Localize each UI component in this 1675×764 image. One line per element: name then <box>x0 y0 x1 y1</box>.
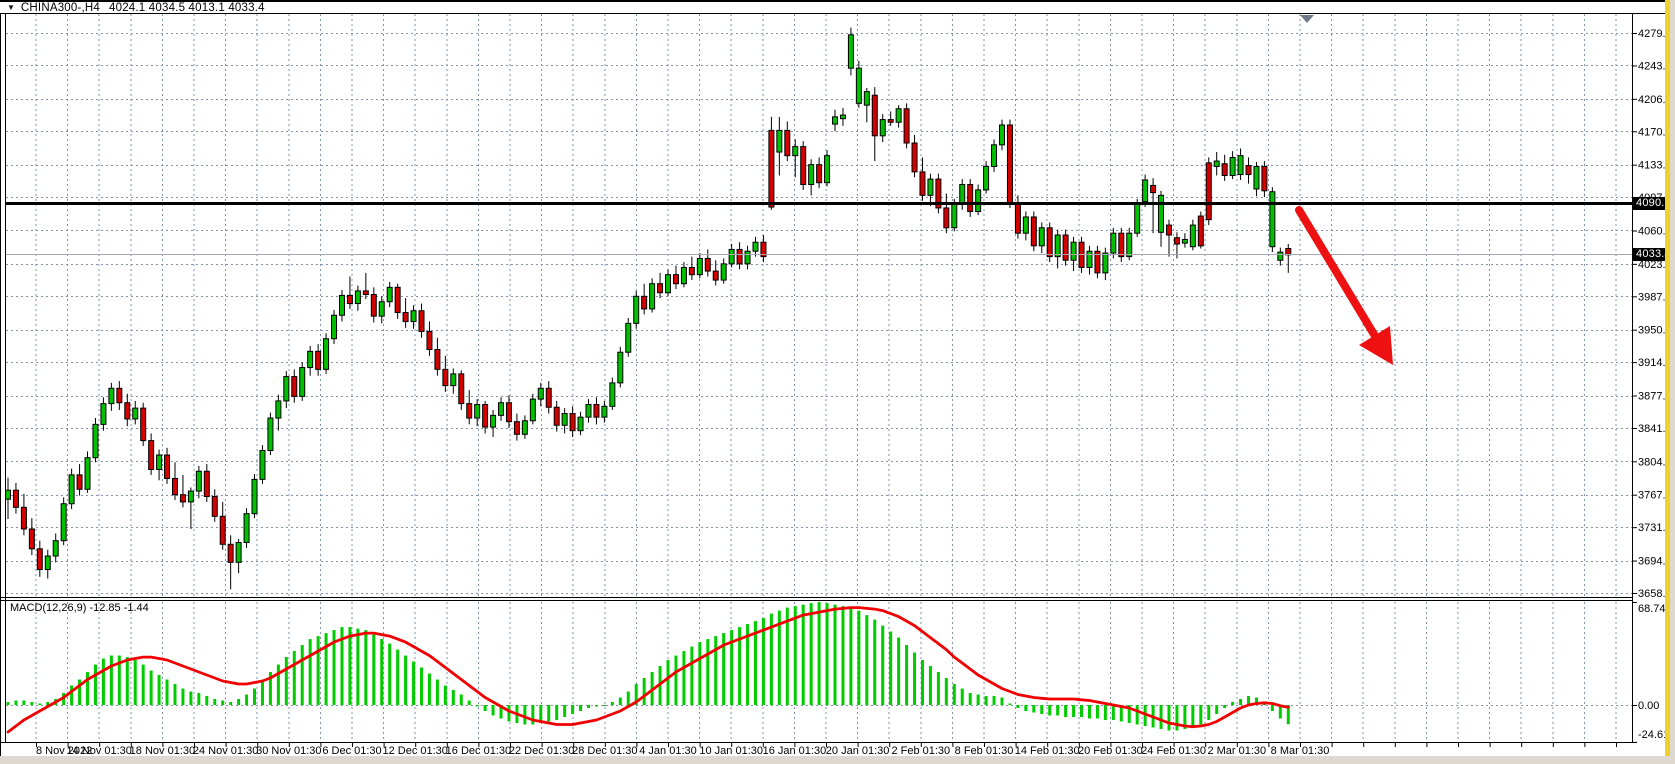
svg-text:18 Nov 01:30: 18 Nov 01:30 <box>130 745 195 757</box>
svg-text:8 Feb 01:30: 8 Feb 01:30 <box>955 745 1014 757</box>
macd-scale: 68.74 0.00 -24.61 <box>1632 602 1669 743</box>
svg-text:3987.0: 3987.0 <box>1638 291 1672 303</box>
svg-text:16 Dec 01:30: 16 Dec 01:30 <box>446 745 511 757</box>
svg-text:3658.0: 3658.0 <box>1638 588 1672 600</box>
candles-layer <box>5 27 1292 590</box>
chart-title: CHINA300-,H4 <box>20 2 101 14</box>
svg-text:20 Jan 01:30: 20 Jan 01:30 <box>826 745 890 757</box>
svg-text:68.74: 68.74 <box>1638 603 1666 615</box>
svg-text:4060.0: 4060.0 <box>1638 225 1672 237</box>
svg-text:4 Jan 01:30: 4 Jan 01:30 <box>639 745 697 757</box>
svg-text:12 Dec 01:30: 12 Dec 01:30 <box>382 745 447 757</box>
grid-layer <box>6 14 1632 741</box>
svg-text:3841.0: 3841.0 <box>1638 423 1672 435</box>
hline-price-badge: 4090.0 <box>1633 197 1671 210</box>
svg-text:2 Feb 01:30: 2 Feb 01:30 <box>891 745 950 757</box>
svg-text:4279.0: 4279.0 <box>1638 28 1672 40</box>
macd-indicator <box>6 602 1290 734</box>
trend-arrow-object[interactable] <box>1295 206 1393 365</box>
svg-text:-24.61: -24.61 <box>1638 729 1669 741</box>
svg-text:24 Feb 01:30: 24 Feb 01:30 <box>1141 745 1206 757</box>
bid-price-badge: 4033.4 <box>1633 248 1671 261</box>
svg-text:3767.0: 3767.0 <box>1638 490 1672 502</box>
svg-text:4206.0: 4206.0 <box>1638 94 1672 106</box>
svg-text:4023.0: 4023.0 <box>1638 259 1672 271</box>
svg-text:14 Nov 01:30: 14 Nov 01:30 <box>66 745 131 757</box>
svg-text:22 Dec 01:30: 22 Dec 01:30 <box>509 745 574 757</box>
svg-text:3804.0: 3804.0 <box>1638 456 1672 468</box>
svg-text:3914.0: 3914.0 <box>1638 357 1672 369</box>
svg-text:4133.0: 4133.0 <box>1638 160 1672 172</box>
svg-text:2 Mar 01:30: 2 Mar 01:30 <box>1207 745 1266 757</box>
chart-shift-marker-icon <box>1300 15 1314 23</box>
svg-text:30 Nov 01:30: 30 Nov 01:30 <box>256 745 321 757</box>
svg-text:28 Dec 01:30: 28 Dec 01:30 <box>572 745 637 757</box>
svg-text:20 Feb 01:30: 20 Feb 01:30 <box>1078 745 1143 757</box>
svg-text:24 Nov 01:30: 24 Nov 01:30 <box>193 745 258 757</box>
svg-text:3694.0: 3694.0 <box>1638 556 1672 568</box>
svg-text:6 Dec 01:30: 6 Dec 01:30 <box>322 745 381 757</box>
bottom-gray-strip <box>0 756 1675 764</box>
macd-label: MACD(12,26,9) -12.85 -1.44 <box>10 602 149 614</box>
right-edge-gray-sliver <box>1670 0 1675 756</box>
ohlc-values: 4024.1 4034.5 4013.1 4033.4 <box>109 2 265 14</box>
svg-text:4170.0: 4170.0 <box>1638 126 1672 138</box>
svg-text:4243.0: 4243.0 <box>1638 60 1672 72</box>
svg-text:16 Jan 01:30: 16 Jan 01:30 <box>763 745 827 757</box>
svg-text:8 Mar 01:30: 8 Mar 01:30 <box>1271 745 1330 757</box>
symbol-dropdown-icon[interactable]: ▼ <box>7 3 15 12</box>
svg-text:10 Jan 01:30: 10 Jan 01:30 <box>699 745 763 757</box>
chart-title-bar: ▼ CHINA300-,H4 4024.1 4034.5 4013.1 4033… <box>0 0 1665 14</box>
svg-text:3877.0: 3877.0 <box>1638 391 1672 403</box>
svg-text:0.00: 0.00 <box>1638 700 1659 712</box>
svg-text:3731.0: 3731.0 <box>1638 522 1672 534</box>
svg-text:14 Feb 01:30: 14 Feb 01:30 <box>1015 745 1080 757</box>
svg-text:8 Nov 2022: 8 Nov 2022 <box>36 745 92 757</box>
price-axis[interactable]: 4279.04243.04206.04170.04133.04097.04060… <box>1632 28 1672 600</box>
svg-text:3950.0: 3950.0 <box>1638 325 1672 337</box>
right-edge-yellow-stripe <box>1665 0 1670 756</box>
